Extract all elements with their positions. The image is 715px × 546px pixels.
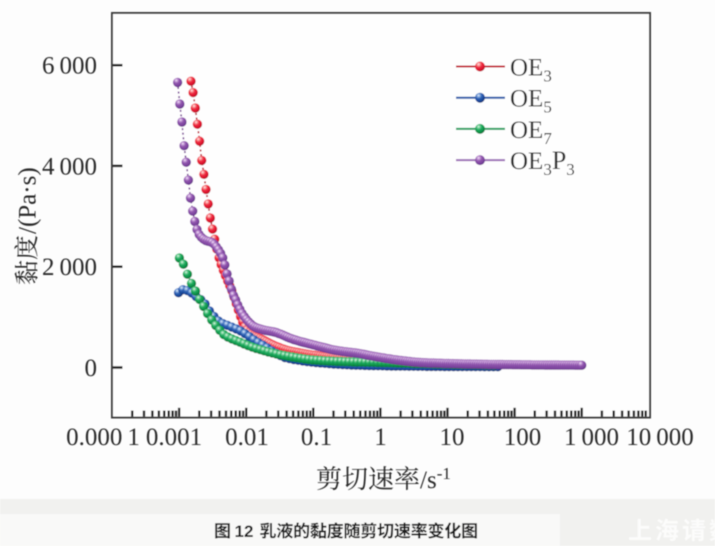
svg-text:12: 12 [235,522,254,541]
svg-text:0.000 1: 0.000 1 [66,424,140,451]
svg-text:1 000: 1 000 [564,424,619,451]
svg-text:0.1: 0.1 [301,424,332,451]
svg-text:1: 1 [374,424,387,451]
svg-text:0.01: 0.01 [225,424,269,451]
svg-text:/(Pa·s): /(Pa·s) [15,167,42,234]
svg-text:100: 100 [504,424,542,451]
svg-text:10: 10 [440,424,465,451]
svg-text:0.001: 0.001 [146,424,202,451]
svg-text:10 000: 10 000 [626,424,694,451]
svg-text:OE3P3: OE3P3 [510,146,575,179]
svg-text:0: 0 [85,355,98,382]
svg-text:2 000: 2 000 [42,254,97,281]
svg-text:4 000: 4 000 [42,154,97,181]
svg-text:6 000: 6 000 [42,53,97,80]
